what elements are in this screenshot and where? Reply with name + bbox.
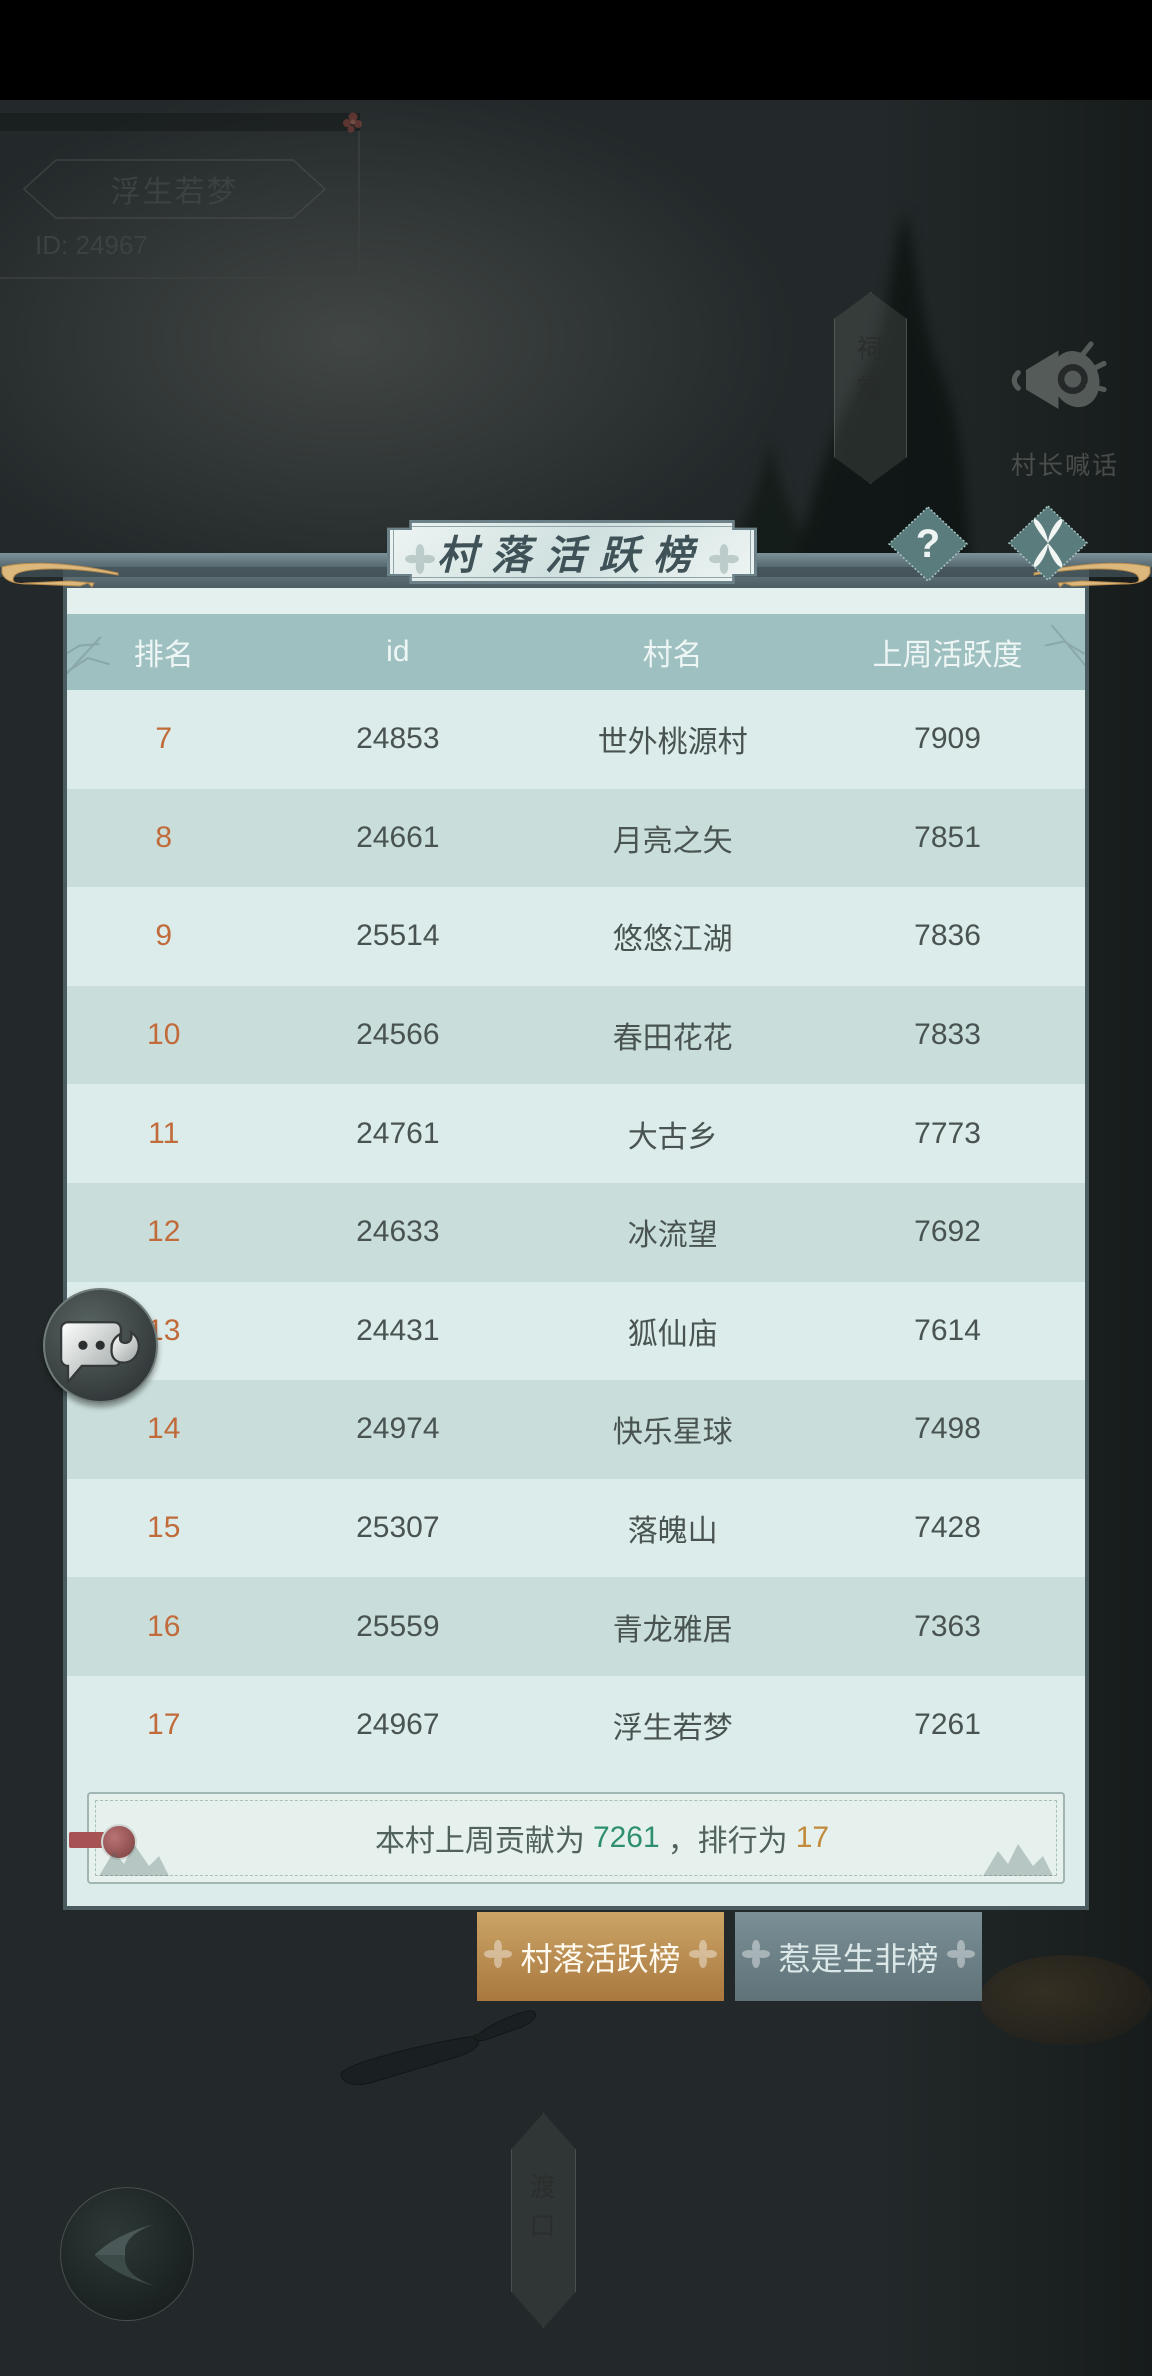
svg-text:?: ? [916, 522, 940, 566]
